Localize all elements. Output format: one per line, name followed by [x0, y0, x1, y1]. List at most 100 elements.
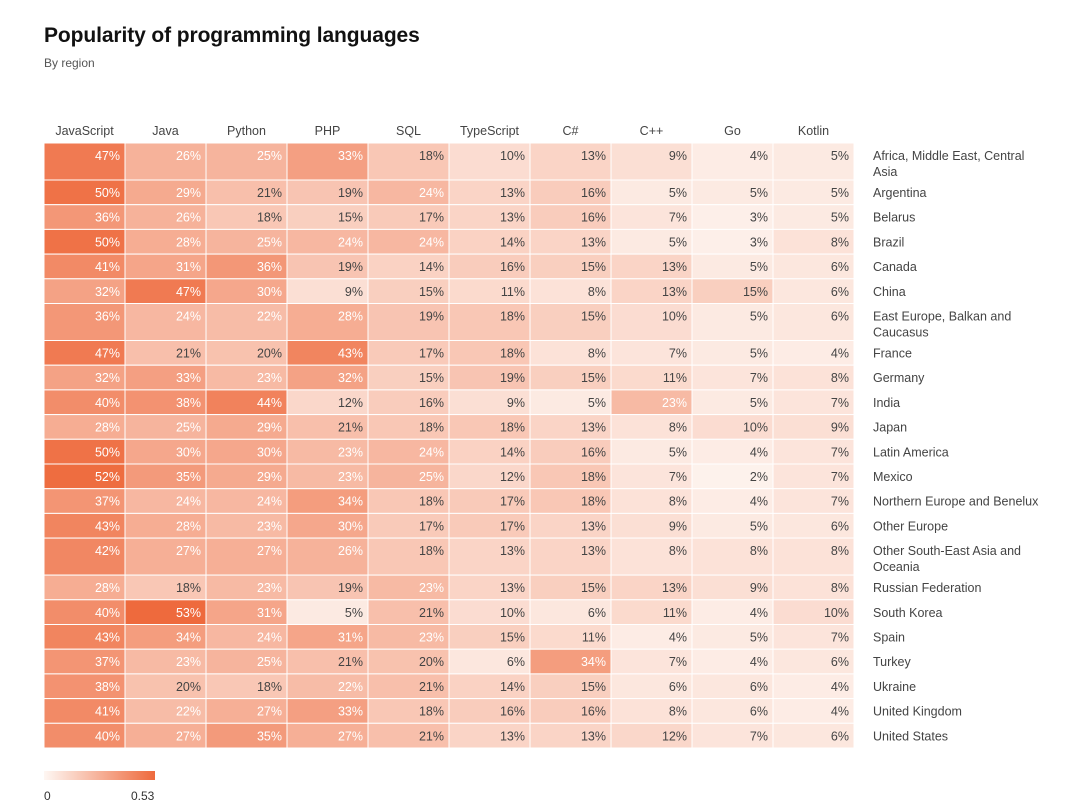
column-header-sql: SQL: [396, 124, 421, 138]
cell-value-label: 28%: [176, 235, 201, 249]
cell-value-label: 7%: [750, 729, 768, 743]
cell-value-label: 6%: [831, 310, 849, 324]
heatmap-cell: [772, 253, 855, 280]
heatmap-cell: [772, 722, 855, 749]
heatmap-cell: [610, 179, 693, 206]
cell-value-label: 31%: [176, 260, 201, 274]
heatmap-row: 32% 47% 30% 9% 15% 11% 8% 13% 15% 6% China: [43, 278, 906, 304]
cell-value-label: 18%: [419, 421, 444, 435]
cell-value-label: 9%: [669, 149, 687, 163]
heatmap-row: 36% 24% 22% 28% 19% 18% 15% 10% 5% 6% East Europe,…: [43, 303, 1011, 341]
cell-value-label: 52%: [95, 470, 120, 484]
cell-value-label: 25%: [176, 421, 201, 435]
heatmap-cell: [448, 673, 531, 700]
cell-value-label: 8%: [669, 705, 687, 719]
cell-value-label: 11%: [663, 606, 687, 620]
cell-value-label: 15%: [581, 310, 606, 324]
cell-value-label: 6%: [507, 655, 525, 669]
heatmap-cell: [610, 228, 693, 255]
heatmap-cell: [529, 574, 612, 601]
row-label-united-states: United States: [873, 729, 948, 743]
heatmap-cell: [691, 204, 774, 230]
heatmap-cell: [448, 204, 531, 230]
heatmap-cell: [529, 340, 612, 366]
heatmap-cell: [205, 698, 288, 724]
heatmap-cell: [286, 204, 369, 230]
heatmap-cell: [124, 253, 207, 280]
cell-value-label: 6%: [831, 260, 849, 274]
legend-gradient-bar: [44, 771, 155, 780]
cell-value-label: 6%: [831, 519, 849, 533]
cell-value-label: 5%: [588, 396, 606, 410]
cell-value-label: 7%: [831, 396, 849, 410]
heatmap-cell: [772, 599, 855, 625]
heatmap-cell: [448, 438, 531, 465]
cell-value-label: 21%: [419, 729, 444, 743]
heatmap-cell: [772, 488, 855, 514]
heatmap-cell: [367, 512, 450, 539]
cell-value-label: 22%: [257, 310, 282, 324]
cell-value-label: 21%: [338, 655, 363, 669]
heatmap-cell: [529, 648, 612, 675]
heatmap-cell: [43, 303, 126, 341]
cell-value-label: 10%: [824, 606, 849, 620]
heatmap-row: 40% 53% 31% 5% 21% 10% 6% 11% 4% 10% South Korea: [43, 599, 943, 625]
heatmap-cell: [529, 698, 612, 724]
cell-value-label: 8%: [588, 347, 606, 361]
cell-value-label: 7%: [669, 347, 687, 361]
cell-value-label: 36%: [95, 310, 120, 324]
heatmap-cell: [529, 463, 612, 490]
legend-min-label: 0: [44, 789, 51, 803]
cell-value-label: 27%: [257, 544, 282, 558]
heatmap-cell: [367, 340, 450, 366]
cell-value-label: 19%: [419, 310, 444, 324]
heatmap-cell: [43, 340, 126, 366]
heatmap-cell: [205, 463, 288, 490]
cell-value-label: 11%: [663, 371, 687, 385]
cell-value-label: 26%: [176, 211, 201, 225]
heatmap-cell: [772, 228, 855, 255]
column-headers: JavaScript Java Python PHP SQL TypeScript C# C+…: [55, 124, 829, 138]
heatmap-cell: [772, 624, 855, 650]
heatmap-row: 41% 22% 27% 33% 18% 16% 16% 8% 6% 4% United Kingdo…: [43, 698, 962, 724]
cell-value-label: 25%: [257, 149, 282, 163]
cell-value-label: 27%: [338, 729, 363, 743]
cell-value-label: 10%: [743, 421, 768, 435]
cell-value-label: 40%: [95, 729, 120, 743]
cell-value-label: 3%: [750, 235, 768, 249]
cell-value-label: 8%: [750, 544, 768, 558]
heatmap-cell: [367, 414, 450, 440]
cell-value-label: 41%: [95, 260, 120, 274]
cell-value-label: 31%: [338, 631, 363, 645]
cell-value-label: 21%: [257, 186, 282, 200]
cell-value-label: 23%: [257, 581, 282, 595]
row-label-ukraine: Ukraine: [873, 680, 916, 694]
cell-value-label: 26%: [176, 149, 201, 163]
row-label-argentina: Argentina: [873, 186, 927, 200]
heatmap-cell: [529, 389, 612, 416]
cell-value-label: 5%: [750, 186, 768, 200]
heatmap-cell: [610, 512, 693, 539]
heatmap-cell: [610, 722, 693, 749]
column-header-javascript: JavaScript: [55, 124, 114, 138]
cell-value-label: 50%: [95, 445, 120, 459]
column-header-c: C++: [640, 124, 664, 138]
cell-value-label: 18%: [419, 705, 444, 719]
heatmap-cell: [286, 278, 369, 304]
cell-value-label: 15%: [581, 371, 606, 385]
cell-value-label: 4%: [831, 680, 849, 694]
cell-value-label: 14%: [500, 235, 525, 249]
heatmap-cell: [448, 698, 531, 724]
cell-value-label: 21%: [419, 680, 444, 694]
cell-value-label: 4%: [750, 495, 768, 509]
heatmap-cell: [367, 624, 450, 650]
heatmap-cell: [43, 142, 126, 181]
cell-value-label: 30%: [176, 445, 201, 459]
cell-value-label: 23%: [257, 371, 282, 385]
heatmap-cell: [286, 340, 369, 366]
heatmap-cell: [286, 142, 369, 181]
cell-value-label: 20%: [176, 680, 201, 694]
heatmap-cell: [43, 179, 126, 206]
heatmap-cell: [205, 488, 288, 514]
heatmap-cell: [448, 488, 531, 514]
